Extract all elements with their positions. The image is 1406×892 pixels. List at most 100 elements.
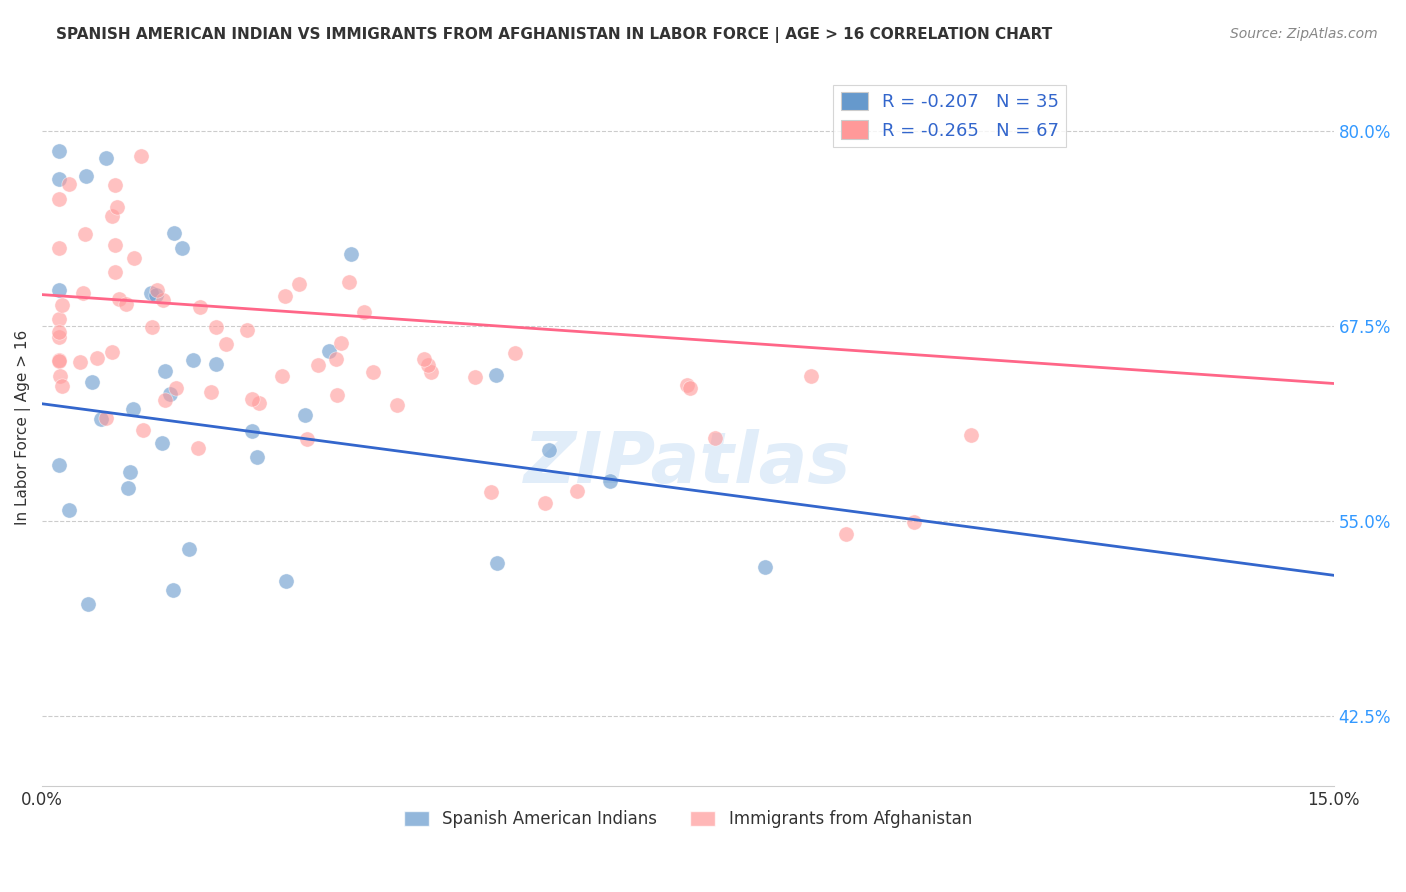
Point	[385, 398, 408, 412]
Point	[145, 288, 167, 302]
Point	[318, 343, 340, 358]
Text: Source: ZipAtlas.com: Source: ZipAtlas.com	[1230, 27, 1378, 41]
Point	[48, 144, 70, 158]
Point	[155, 392, 177, 407]
Point	[153, 364, 176, 378]
Point	[960, 428, 983, 442]
Point	[48, 172, 70, 186]
Point	[679, 381, 702, 395]
Point	[236, 323, 259, 337]
Point	[104, 237, 127, 252]
Point	[599, 474, 621, 488]
Point	[177, 541, 200, 556]
Point	[48, 458, 70, 473]
Point	[181, 353, 204, 368]
Point	[48, 325, 70, 339]
Point	[103, 265, 125, 279]
Point	[240, 424, 263, 438]
Point	[200, 384, 222, 399]
Point	[132, 423, 155, 437]
Point	[150, 436, 173, 450]
Point	[187, 442, 209, 456]
Point	[90, 412, 112, 426]
Point	[565, 483, 588, 498]
Point	[145, 283, 167, 297]
Point	[163, 227, 186, 241]
Point	[464, 370, 486, 384]
Point	[479, 485, 502, 500]
Point	[205, 320, 228, 334]
Point	[48, 353, 70, 368]
Point	[703, 431, 725, 445]
Text: ZIPatlas: ZIPatlas	[524, 428, 852, 498]
Point	[419, 365, 441, 379]
Point	[141, 320, 163, 334]
Point	[294, 408, 316, 422]
Point	[48, 241, 70, 255]
Point	[69, 355, 91, 369]
Point	[76, 597, 98, 611]
Point	[48, 192, 70, 206]
Point	[353, 305, 375, 319]
Point	[246, 450, 269, 464]
Point	[172, 240, 194, 254]
Point	[485, 368, 508, 383]
Point	[131, 148, 153, 162]
Legend: Spanish American Indians, Immigrants from Afghanistan: Spanish American Indians, Immigrants fro…	[396, 804, 979, 835]
Point	[800, 368, 823, 383]
Point	[337, 275, 360, 289]
Point	[141, 285, 163, 300]
Point	[51, 379, 73, 393]
Point	[117, 482, 139, 496]
Point	[205, 357, 228, 371]
Point	[49, 368, 72, 383]
Point	[104, 178, 127, 192]
Point	[80, 375, 103, 389]
Point	[48, 312, 70, 326]
Point	[165, 381, 187, 395]
Point	[533, 496, 555, 510]
Point	[339, 247, 361, 261]
Point	[58, 502, 80, 516]
Point	[325, 388, 347, 402]
Point	[101, 210, 124, 224]
Point	[361, 365, 384, 379]
Point	[288, 277, 311, 292]
Point	[835, 527, 858, 541]
Point	[48, 283, 70, 297]
Point	[249, 396, 271, 410]
Point	[152, 293, 174, 308]
Y-axis label: In Labor Force | Age > 16: In Labor Force | Age > 16	[15, 329, 31, 524]
Point	[503, 346, 526, 360]
Point	[94, 411, 117, 425]
Point	[122, 402, 145, 417]
Point	[101, 344, 124, 359]
Point	[676, 378, 699, 392]
Point	[307, 358, 329, 372]
Point	[325, 352, 347, 367]
Point	[58, 177, 80, 191]
Point	[120, 465, 142, 479]
Point	[538, 442, 561, 457]
Point	[274, 574, 297, 588]
Point	[190, 300, 212, 314]
Point	[486, 556, 509, 570]
Point	[754, 560, 776, 574]
Point	[270, 369, 292, 384]
Point	[295, 432, 318, 446]
Point	[122, 252, 145, 266]
Point	[107, 293, 129, 307]
Point	[159, 387, 181, 401]
Point	[273, 289, 295, 303]
Point	[86, 351, 108, 365]
Point	[51, 297, 73, 311]
Point	[72, 286, 94, 301]
Point	[240, 392, 263, 407]
Point	[416, 358, 439, 372]
Point	[115, 297, 138, 311]
Point	[107, 200, 129, 214]
Point	[215, 337, 238, 351]
Point	[48, 354, 70, 368]
Point	[162, 582, 184, 597]
Point	[48, 329, 70, 343]
